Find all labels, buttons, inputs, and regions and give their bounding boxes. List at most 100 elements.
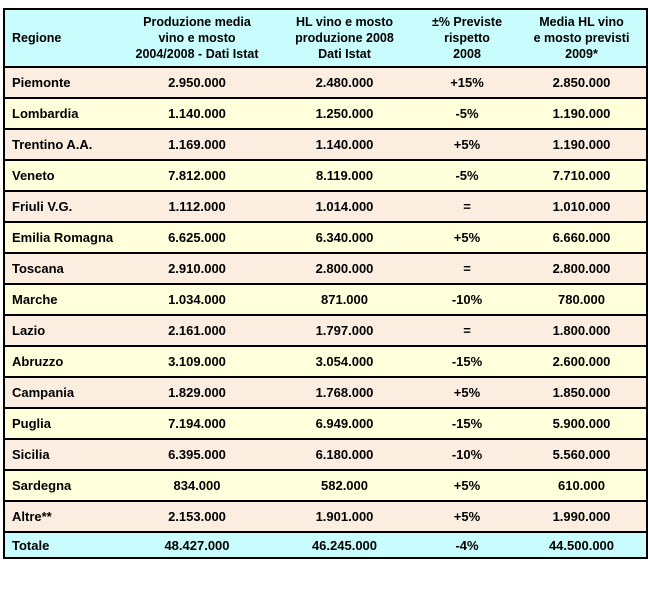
- value-cell: 2.850.000: [517, 66, 647, 99]
- region-cell: Sicilia: [4, 438, 122, 471]
- value-cell: 6.949.000: [272, 407, 417, 440]
- value-cell: 3.109.000: [122, 345, 272, 378]
- table-row: Abruzzo 3.109.000 3.054.000 -15% 2.600.000: [4, 345, 647, 378]
- percent-cell: +5%: [417, 376, 517, 409]
- table-row: Veneto 7.812.000 8.119.000 -5% 7.710.000: [4, 159, 647, 192]
- value-cell: 1.190.000: [517, 128, 647, 161]
- value-cell: 5.560.000: [517, 438, 647, 471]
- value-cell: 6.340.000: [272, 221, 417, 254]
- value-cell: 2.800.000: [517, 252, 647, 285]
- value-cell: 5.900.000: [517, 407, 647, 440]
- value-cell: 1.190.000: [517, 97, 647, 130]
- value-cell: 1.990.000: [517, 500, 647, 533]
- value-cell: 1.140.000: [272, 128, 417, 161]
- percent-cell: -5%: [417, 97, 517, 130]
- value-cell: 7.194.000: [122, 407, 272, 440]
- value-cell: 2.161.000: [122, 314, 272, 347]
- table-row: Campania 1.829.000 1.768.000 +5% 1.850.000: [4, 376, 647, 409]
- value-cell: 1.112.000: [122, 190, 272, 223]
- total-hl-2008-cell: 46.245.000: [272, 531, 417, 559]
- value-cell: 6.660.000: [517, 221, 647, 254]
- table-row: Altre** 2.153.000 1.901.000 +5% 1.990.000: [4, 500, 647, 533]
- region-cell: Sardegna: [4, 469, 122, 502]
- table-row: Lombardia 1.140.000 1.250.000 -5% 1.190.000: [4, 97, 647, 130]
- wine-production-table: Regione Produzione media vino e mosto 20…: [3, 8, 648, 559]
- total-row: Totale 48.427.000 46.245.000 -4% 44.500.…: [4, 531, 647, 559]
- value-cell: 780.000: [517, 283, 647, 316]
- table-row: Piemonte 2.950.000 2.480.000 +15% 2.850.000: [4, 66, 647, 99]
- value-cell: 1.797.000: [272, 314, 417, 347]
- value-cell: 1.829.000: [122, 376, 272, 409]
- table-row: Toscana 2.910.000 2.800.000 = 2.800.000: [4, 252, 647, 285]
- value-cell: 1.901.000: [272, 500, 417, 533]
- value-cell: 834.000: [122, 469, 272, 502]
- column-header-regione: Regione: [4, 8, 122, 68]
- percent-cell: =: [417, 314, 517, 347]
- value-cell: 2.800.000: [272, 252, 417, 285]
- region-cell: Lazio: [4, 314, 122, 347]
- value-cell: 2.600.000: [517, 345, 647, 378]
- region-cell: Puglia: [4, 407, 122, 440]
- region-cell: Lombardia: [4, 97, 122, 130]
- total-label: Totale: [4, 531, 122, 559]
- total-percent-cell: -4%: [417, 531, 517, 559]
- column-header-media-previsti-2009: Media HL vino e mosto previsti 2009*: [517, 8, 647, 68]
- value-cell: 1.034.000: [122, 283, 272, 316]
- region-cell: Altre**: [4, 500, 122, 533]
- percent-cell: -10%: [417, 283, 517, 316]
- value-cell: 1.169.000: [122, 128, 272, 161]
- percent-cell: +5%: [417, 500, 517, 533]
- table-row: Puglia 7.194.000 6.949.000 -15% 5.900.000: [4, 407, 647, 440]
- total-media-2009-cell: 44.500.000: [517, 531, 647, 559]
- percent-cell: -15%: [417, 407, 517, 440]
- region-cell: Marche: [4, 283, 122, 316]
- value-cell: 2.910.000: [122, 252, 272, 285]
- table-row: Sicilia 6.395.000 6.180.000 -10% 5.560.000: [4, 438, 647, 471]
- percent-cell: -10%: [417, 438, 517, 471]
- region-cell: Abruzzo: [4, 345, 122, 378]
- table-row: Friuli V.G. 1.112.000 1.014.000 = 1.010.000: [4, 190, 647, 223]
- value-cell: 6.180.000: [272, 438, 417, 471]
- table-row: Emilia Romagna 6.625.000 6.340.000 +5% 6.660…: [4, 221, 647, 254]
- total-produzione-media-cell: 48.427.000: [122, 531, 272, 559]
- header-row: Regione Produzione media vino e mosto 20…: [4, 8, 647, 68]
- column-header-produzione-media: Produzione media vino e mosto 2004/2008 …: [122, 8, 272, 68]
- value-cell: 1.850.000: [517, 376, 647, 409]
- value-cell: 610.000: [517, 469, 647, 502]
- value-cell: 6.395.000: [122, 438, 272, 471]
- value-cell: 871.000: [272, 283, 417, 316]
- percent-cell: +15%: [417, 66, 517, 99]
- column-header-hl-produzione-2008: HL vino e mosto produzione 2008 Dati Ist…: [272, 8, 417, 68]
- percent-cell: +5%: [417, 221, 517, 254]
- percent-cell: =: [417, 252, 517, 285]
- table-row: Trentino A.A. 1.169.000 1.140.000 +5% 1.190.…: [4, 128, 647, 161]
- region-cell: Toscana: [4, 252, 122, 285]
- percent-cell: +5%: [417, 469, 517, 502]
- value-cell: 3.054.000: [272, 345, 417, 378]
- value-cell: 1.014.000: [272, 190, 417, 223]
- region-cell: Campania: [4, 376, 122, 409]
- percent-cell: -15%: [417, 345, 517, 378]
- region-cell: Piemonte: [4, 66, 122, 99]
- value-cell: 6.625.000: [122, 221, 272, 254]
- table-row: Lazio 2.161.000 1.797.000 = 1.800.000: [4, 314, 647, 347]
- percent-cell: =: [417, 190, 517, 223]
- value-cell: 1.800.000: [517, 314, 647, 347]
- table-row: Marche 1.034.000 871.000 -10% 780.000: [4, 283, 647, 316]
- percent-cell: +5%: [417, 128, 517, 161]
- value-cell: 2.153.000: [122, 500, 272, 533]
- region-cell: Friuli V.G.: [4, 190, 122, 223]
- table-row: Sardegna 834.000 582.000 +5% 610.000: [4, 469, 647, 502]
- percent-cell: -5%: [417, 159, 517, 192]
- region-cell: Trentino A.A.: [4, 128, 122, 161]
- column-header-pct-previste: ±% Previste rispetto 2008: [417, 8, 517, 68]
- region-cell: Emilia Romagna: [4, 221, 122, 254]
- value-cell: 1.768.000: [272, 376, 417, 409]
- region-cell: Veneto: [4, 159, 122, 192]
- value-cell: 1.010.000: [517, 190, 647, 223]
- value-cell: 8.119.000: [272, 159, 417, 192]
- value-cell: 1.140.000: [122, 97, 272, 130]
- value-cell: 2.480.000: [272, 66, 417, 99]
- value-cell: 7.710.000: [517, 159, 647, 192]
